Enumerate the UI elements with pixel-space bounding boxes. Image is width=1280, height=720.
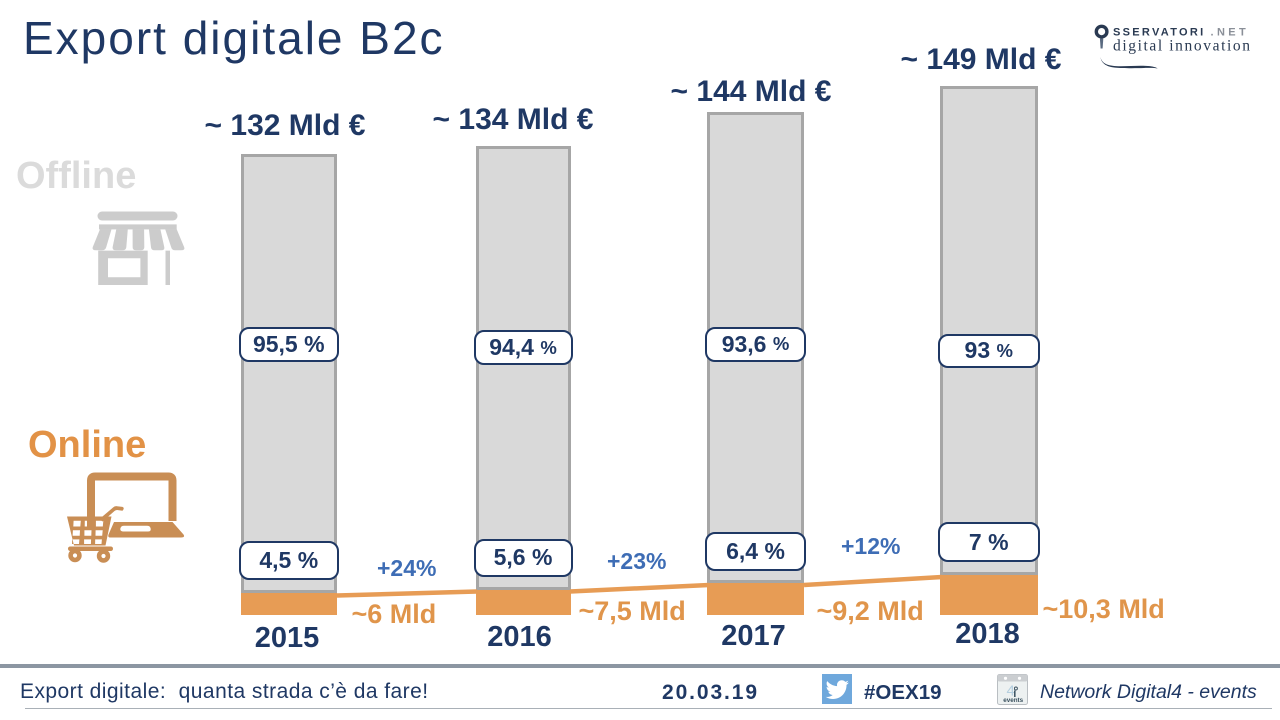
svg-text:events: events	[1003, 697, 1023, 704]
svg-text:.NET: .NET	[1211, 26, 1250, 38]
svg-text:4: 4	[1007, 683, 1015, 700]
svg-text:SSERVATORI: SSERVATORI	[1113, 26, 1205, 38]
svg-text:digital innovation: digital innovation	[1113, 38, 1252, 55]
